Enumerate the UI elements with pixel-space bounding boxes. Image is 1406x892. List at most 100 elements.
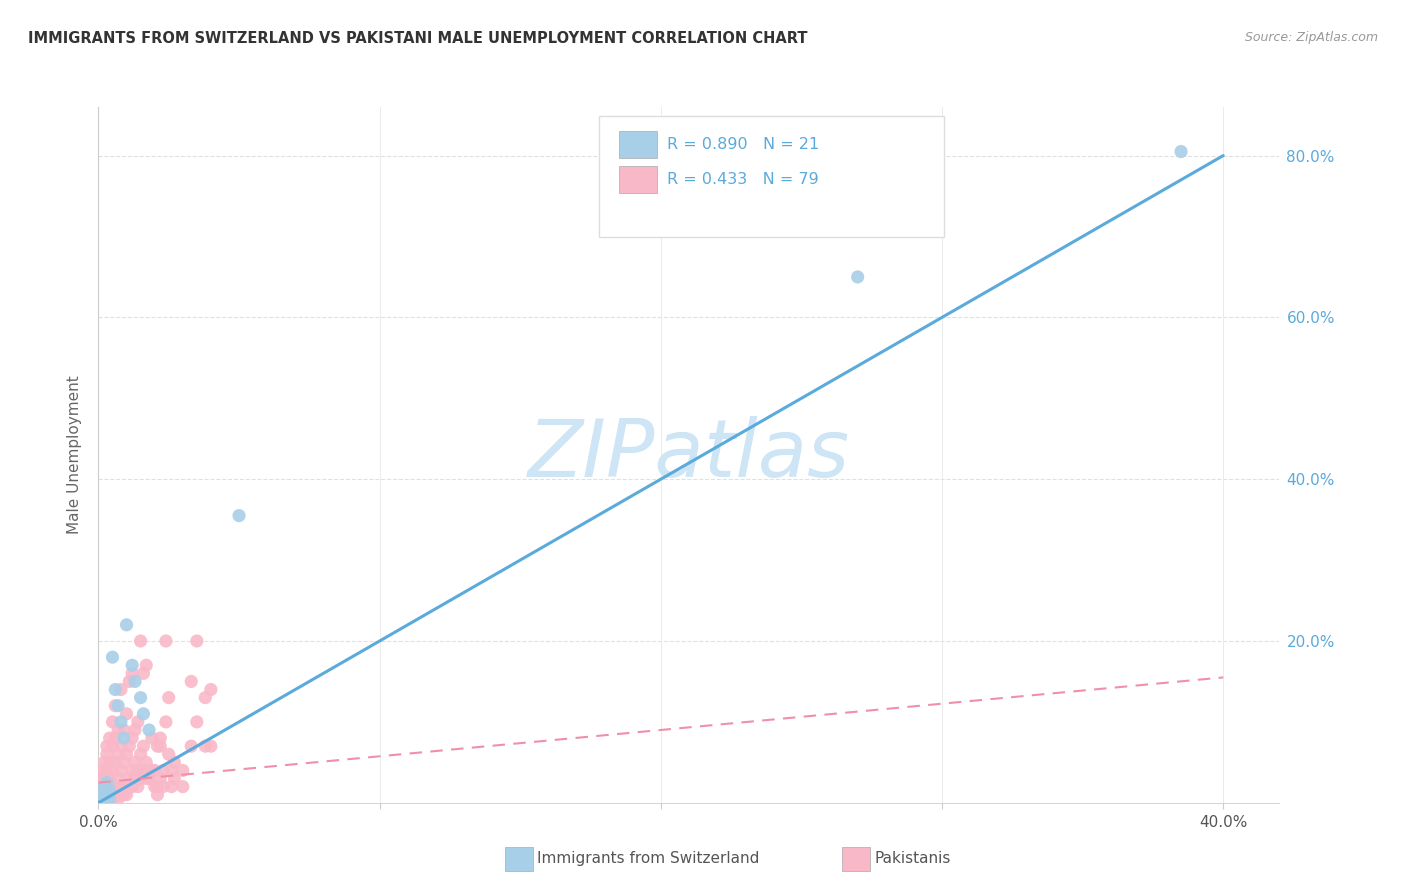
Point xyxy=(118,780,141,794)
Point xyxy=(110,764,132,778)
Point xyxy=(127,714,149,729)
Text: Source: ZipAtlas.com: Source: ZipAtlas.com xyxy=(1244,31,1378,45)
Point xyxy=(143,764,166,778)
Point xyxy=(118,674,141,689)
Point xyxy=(98,756,121,770)
Point xyxy=(101,780,124,794)
Text: R = 0.433   N = 79: R = 0.433 N = 79 xyxy=(666,172,818,187)
Point xyxy=(112,723,135,737)
Point xyxy=(152,764,174,778)
Point xyxy=(149,731,172,745)
Text: Immigrants from Switzerland: Immigrants from Switzerland xyxy=(537,852,759,866)
Point xyxy=(110,739,132,754)
Point xyxy=(112,788,135,802)
Point xyxy=(98,731,121,745)
Point xyxy=(124,756,146,770)
Point xyxy=(186,634,208,648)
Point xyxy=(121,666,143,681)
Point xyxy=(98,783,121,797)
Point xyxy=(93,780,115,794)
Text: R = 0.890   N = 21: R = 0.890 N = 21 xyxy=(666,136,818,152)
Point xyxy=(90,788,112,802)
Point xyxy=(110,714,132,729)
Point xyxy=(1170,145,1192,159)
Point xyxy=(115,747,138,762)
Point xyxy=(115,788,138,802)
Point xyxy=(104,682,127,697)
Point xyxy=(172,764,194,778)
Point xyxy=(132,764,155,778)
Point xyxy=(141,731,163,745)
Point xyxy=(96,788,118,802)
Point xyxy=(98,788,121,802)
Point xyxy=(138,772,160,786)
Point xyxy=(135,772,157,786)
Point xyxy=(129,747,152,762)
Point xyxy=(149,739,172,754)
Point xyxy=(107,772,129,786)
Point xyxy=(141,764,163,778)
Point xyxy=(93,764,115,778)
Text: IMMIGRANTS FROM SWITZERLAND VS PAKISTANI MALE UNEMPLOYMENT CORRELATION CHART: IMMIGRANTS FROM SWITZERLAND VS PAKISTANI… xyxy=(28,31,807,46)
Point xyxy=(96,747,118,762)
Point xyxy=(135,658,157,673)
Point xyxy=(96,788,118,802)
Point xyxy=(186,714,208,729)
Point xyxy=(90,791,112,805)
Point xyxy=(129,690,152,705)
Point xyxy=(124,723,146,737)
Point xyxy=(124,772,146,786)
Point xyxy=(93,780,115,794)
Point xyxy=(110,682,132,697)
Point xyxy=(90,791,112,805)
Point xyxy=(155,634,177,648)
Point xyxy=(163,756,186,770)
Point xyxy=(132,706,155,721)
Point xyxy=(96,764,118,778)
Point xyxy=(163,772,186,786)
Point xyxy=(132,666,155,681)
Point xyxy=(127,780,149,794)
Point xyxy=(90,772,112,786)
Y-axis label: Male Unemployment: Male Unemployment xyxy=(67,376,83,534)
Point xyxy=(101,714,124,729)
Point xyxy=(180,739,202,754)
Point xyxy=(104,756,127,770)
Point xyxy=(127,764,149,778)
Point xyxy=(110,788,132,802)
Point xyxy=(101,764,124,778)
Point xyxy=(90,783,112,797)
Point xyxy=(104,788,127,802)
Point xyxy=(115,706,138,721)
Point xyxy=(160,764,183,778)
Point xyxy=(135,756,157,770)
Point xyxy=(96,739,118,754)
Point xyxy=(172,780,194,794)
Point xyxy=(101,788,124,802)
Point xyxy=(112,780,135,794)
Point xyxy=(93,788,115,802)
Point xyxy=(157,747,180,762)
Point xyxy=(101,791,124,805)
Point xyxy=(118,739,141,754)
Point xyxy=(149,772,172,786)
Point xyxy=(152,780,174,794)
Point xyxy=(146,780,169,794)
Point xyxy=(129,634,152,648)
Point xyxy=(129,772,152,786)
Point xyxy=(101,739,124,754)
Text: ZIPatlas: ZIPatlas xyxy=(527,416,851,494)
Point xyxy=(194,690,217,705)
Point xyxy=(194,739,217,754)
Point xyxy=(104,698,127,713)
Point xyxy=(107,788,129,802)
Point xyxy=(118,772,141,786)
Point xyxy=(143,780,166,794)
Point xyxy=(157,690,180,705)
Point xyxy=(107,791,129,805)
Point xyxy=(132,739,155,754)
Point xyxy=(121,731,143,745)
Point xyxy=(96,780,118,794)
Text: Pakistanis: Pakistanis xyxy=(875,852,950,866)
Point xyxy=(107,698,129,713)
